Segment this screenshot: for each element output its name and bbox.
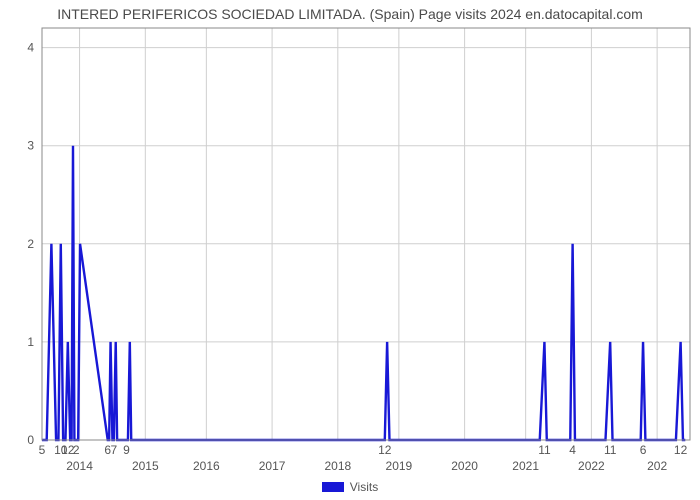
svg-text:4: 4: [569, 443, 576, 457]
y-axis-ticks: 0 1 2 3 4: [27, 41, 34, 447]
line-chart: 01234 2014201520162017201820192020202120…: [0, 0, 700, 500]
svg-text:2018: 2018: [324, 459, 351, 473]
legend-swatch: [322, 482, 344, 492]
svg-text:2: 2: [27, 237, 34, 251]
chart-container: { "chart": { "type": "line", "title": "I…: [0, 0, 700, 500]
svg-text:1: 1: [27, 335, 34, 349]
x-axis-year-labels: 2014 2015 2016 2017 2018 2019 2020 2021 2022 202: [66, 459, 667, 473]
plot-border: [42, 28, 690, 440]
svg-text:2019: 2019: [386, 459, 413, 473]
svg-text:2016: 2016: [193, 459, 220, 473]
svg-text:3: 3: [27, 139, 34, 153]
svg-text:5: 5: [39, 443, 46, 457]
svg-text:2014: 2014: [66, 459, 93, 473]
x-axis-value-labels: 5101226791211411612: [39, 443, 688, 457]
svg-text:12: 12: [378, 443, 392, 457]
chart-legend: Visits: [0, 480, 700, 494]
svg-text:2017: 2017: [259, 459, 286, 473]
svg-text:2015: 2015: [132, 459, 159, 473]
svg-text:0: 0: [27, 433, 34, 447]
svg-text:7: 7: [110, 443, 117, 457]
visits-series-line: [42, 146, 685, 440]
svg-text:4: 4: [27, 41, 34, 55]
svg-text:12: 12: [674, 443, 688, 457]
chart-grid: [42, 28, 690, 440]
svg-text:2021: 2021: [512, 459, 539, 473]
svg-text:2: 2: [73, 443, 80, 457]
svg-text:11: 11: [604, 443, 617, 457]
svg-text:11: 11: [538, 443, 551, 457]
svg-text:202: 202: [647, 459, 667, 473]
svg-text:2020: 2020: [451, 459, 478, 473]
svg-text:9: 9: [123, 443, 130, 457]
svg-text:6: 6: [640, 443, 647, 457]
legend-label: Visits: [350, 480, 378, 494]
svg-text:2022: 2022: [578, 459, 605, 473]
